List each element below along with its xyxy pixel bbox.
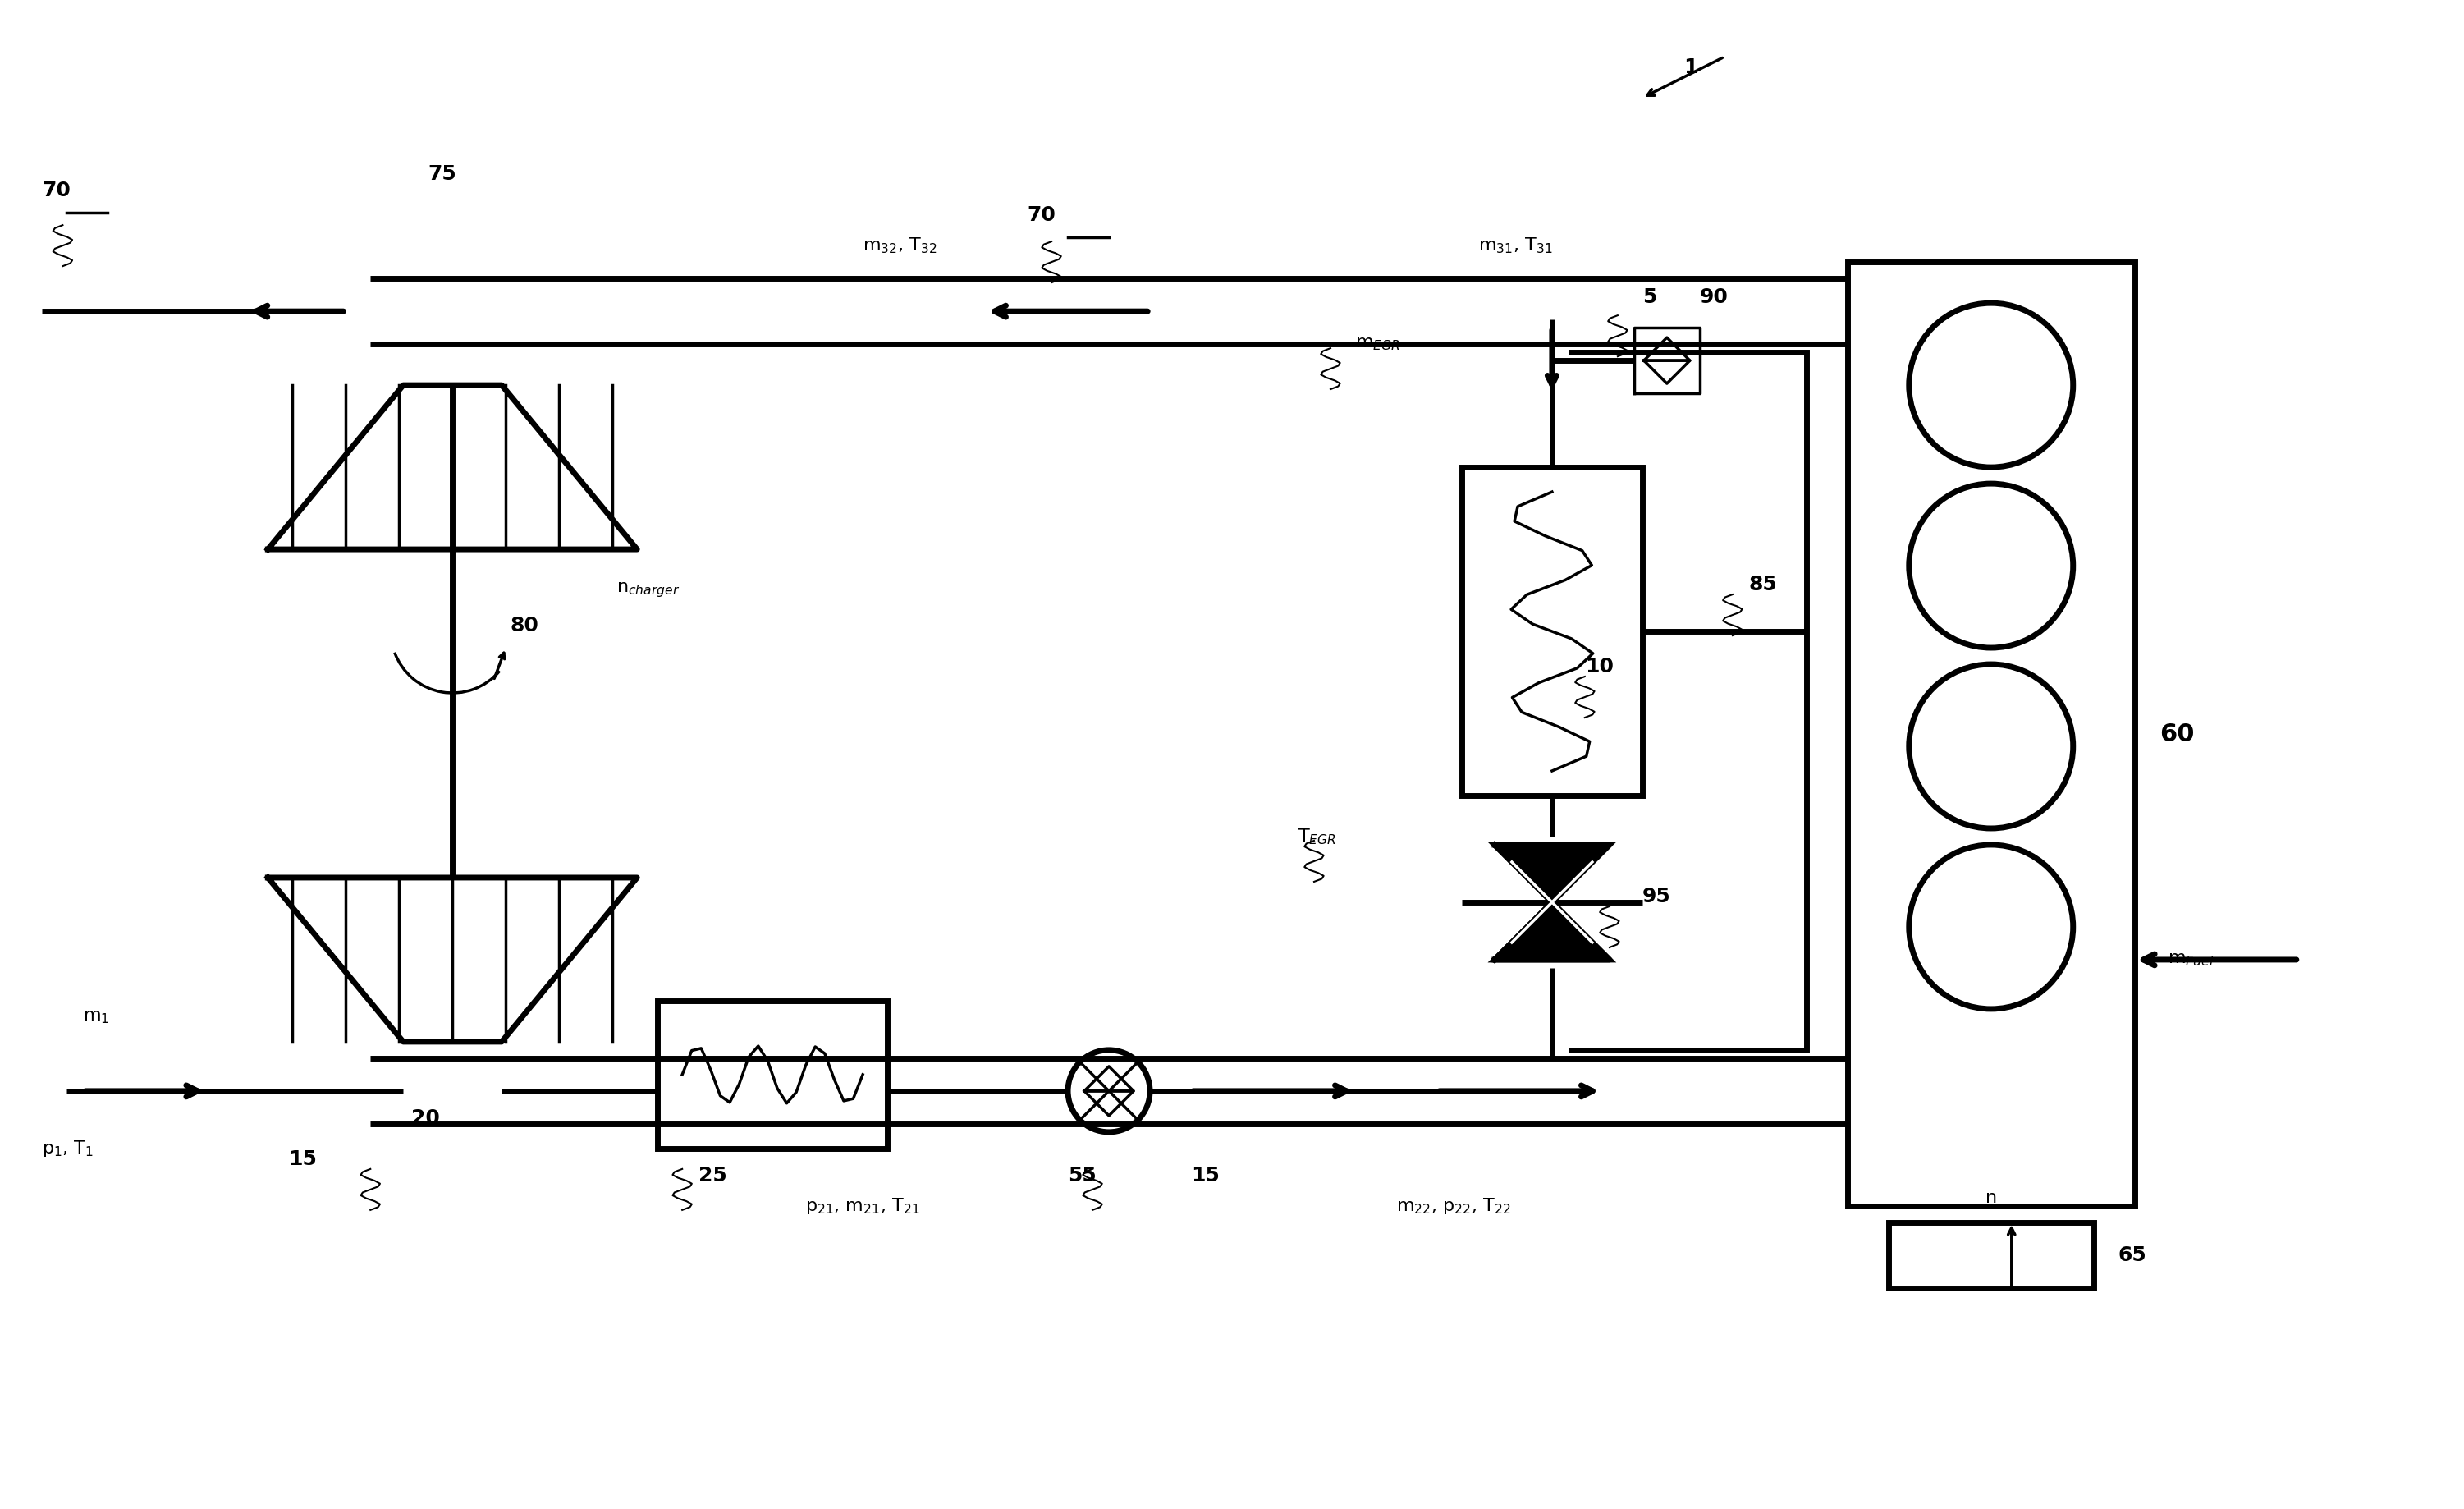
Bar xyxy=(658,1000,887,1148)
Text: n$_{charger}$: n$_{charger}$ xyxy=(616,581,680,599)
Text: m$_{22}$, p$_{22}$, T$_{22}$: m$_{22}$, p$_{22}$, T$_{22}$ xyxy=(1397,1197,1510,1216)
Text: 15: 15 xyxy=(1190,1166,1220,1186)
Text: 5: 5 xyxy=(1643,288,1656,308)
Text: m$_{EGR}$: m$_{EGR}$ xyxy=(1355,337,1400,352)
Text: 70: 70 xyxy=(42,181,71,201)
Polygon shape xyxy=(1496,902,1609,960)
Polygon shape xyxy=(1496,845,1609,902)
Text: T$_{EGR}$: T$_{EGR}$ xyxy=(1299,827,1335,847)
Text: p$_{21}$, m$_{21}$, T$_{21}$: p$_{21}$, m$_{21}$, T$_{21}$ xyxy=(806,1197,919,1216)
Bar xyxy=(1461,468,1643,795)
Text: m$_{31}$, T$_{31}$: m$_{31}$, T$_{31}$ xyxy=(1478,235,1552,255)
Text: n: n xyxy=(1986,1189,1996,1206)
Bar xyxy=(1887,1222,2094,1289)
Text: 80: 80 xyxy=(510,616,540,635)
Text: 15: 15 xyxy=(288,1150,318,1169)
Text: m$_{Fuel}$: m$_{Fuel}$ xyxy=(2168,952,2213,967)
Text: 55: 55 xyxy=(1067,1166,1096,1186)
Text: p$_1$, T$_1$: p$_1$, T$_1$ xyxy=(42,1139,94,1159)
Text: 60: 60 xyxy=(2158,723,2193,745)
Text: 1: 1 xyxy=(1683,57,1698,77)
Text: m$_1$: m$_1$ xyxy=(84,1010,111,1025)
Text: 25: 25 xyxy=(700,1166,727,1186)
Text: 70: 70 xyxy=(1027,205,1055,225)
Text: 20: 20 xyxy=(411,1108,441,1127)
Bar xyxy=(1848,263,2134,1206)
Text: m$_{32}$, T$_{32}$: m$_{32}$, T$_{32}$ xyxy=(862,235,936,255)
Text: 75: 75 xyxy=(429,164,456,184)
Text: 85: 85 xyxy=(1749,575,1777,595)
Text: 65: 65 xyxy=(2119,1245,2146,1265)
Text: 90: 90 xyxy=(1700,288,1727,308)
Text: 95: 95 xyxy=(1643,887,1671,907)
Text: 10: 10 xyxy=(1584,656,1614,676)
